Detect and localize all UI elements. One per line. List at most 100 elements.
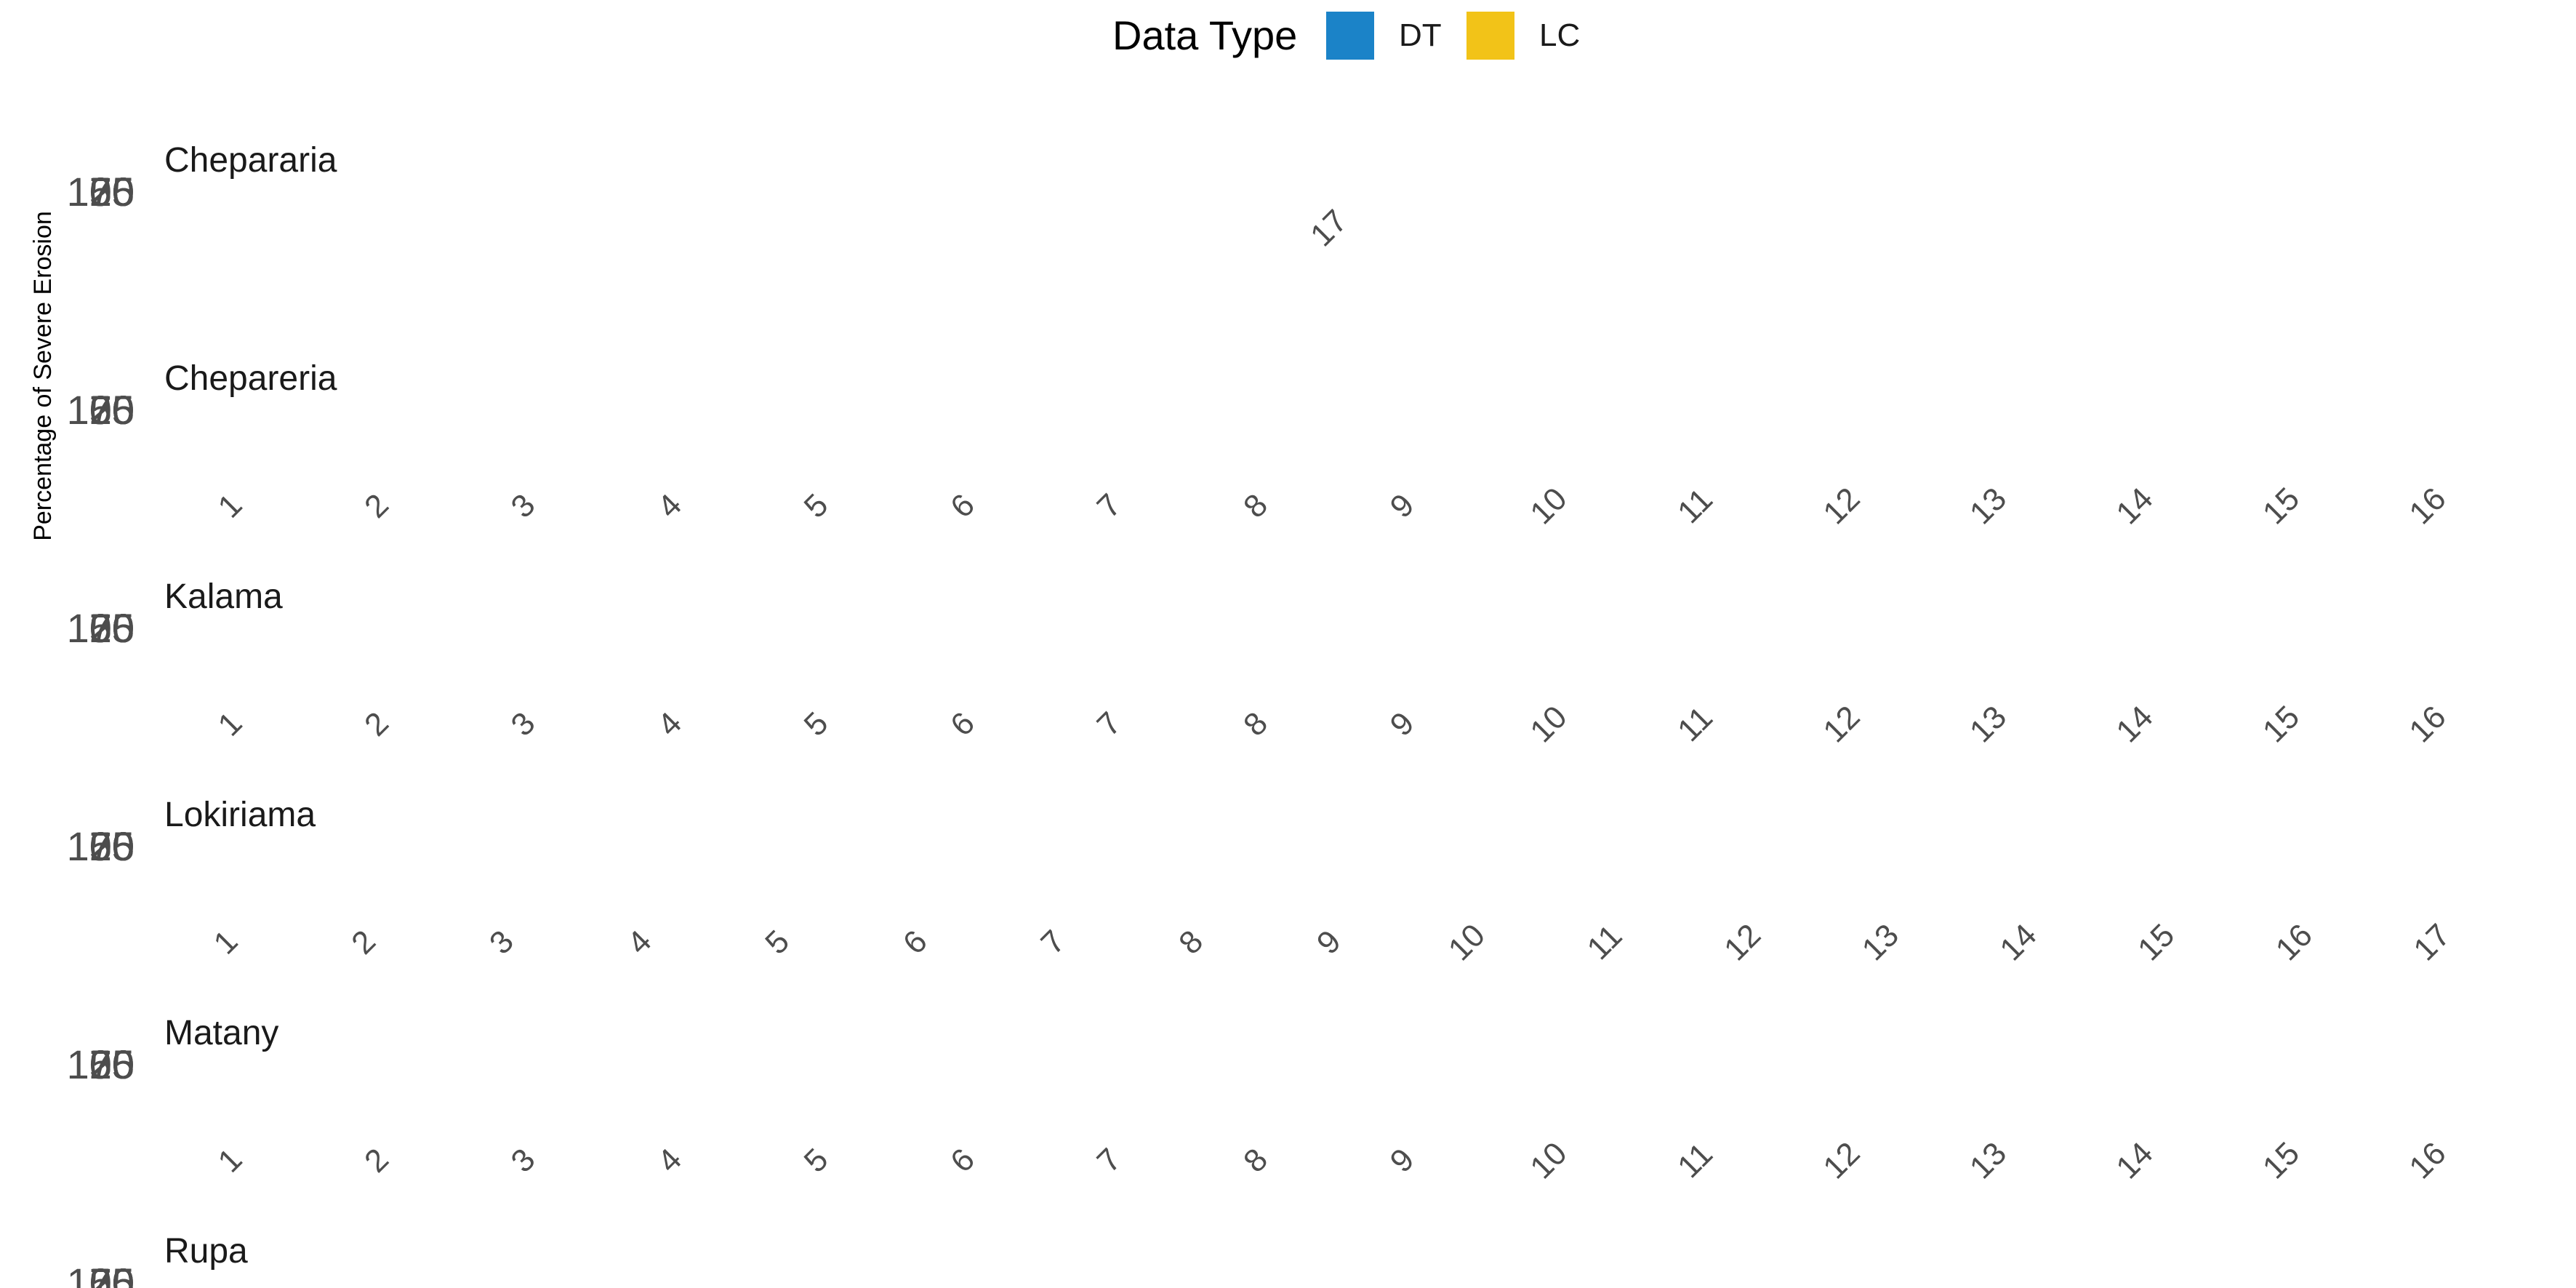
y-tick-label: 100 [67, 823, 135, 869]
x-tick-label: 13 [1963, 481, 2013, 531]
legend-title: Data Type [1112, 12, 1297, 58]
x-tick-label: 13 [1963, 699, 2013, 749]
x-tick-label: 5 [758, 924, 796, 961]
y-tick-label: 25 [89, 169, 135, 215]
x-tick-label: 3 [505, 487, 542, 525]
y-tick-label: 100 [67, 387, 135, 433]
y-tick-label: 75 [89, 1260, 135, 1288]
facet-strip-label: Kalama [164, 577, 283, 616]
y-tick-label: 50 [89, 1260, 135, 1288]
x-tick-label: 4 [651, 487, 689, 525]
y-tick-label: 0 [112, 169, 135, 215]
x-tick-label: 8 [1237, 487, 1275, 525]
y-tick-label: 75 [89, 823, 135, 869]
x-tick-label: 14 [2109, 481, 2159, 531]
x-tick-label: 15 [2131, 917, 2181, 967]
x-tick-label: 10 [1523, 699, 1573, 749]
x-tick-label: 16 [2402, 699, 2452, 749]
x-tick-label: 5 [798, 487, 835, 525]
x-tick-label: 6 [944, 705, 982, 743]
x-tick-label: 10 [1523, 1135, 1573, 1185]
facet-strip-label: Matany [164, 1014, 278, 1052]
x-tick-label: 16 [2402, 481, 2452, 531]
x-tick-label: 8 [1237, 1142, 1275, 1180]
x-tick-label: 14 [1993, 917, 2043, 967]
x-tick-label: 9 [1310, 924, 1348, 961]
y-tick-label: 100 [67, 1260, 135, 1288]
x-tick-label: 13 [1855, 917, 1906, 967]
y-tick-label: 50 [89, 169, 135, 215]
x-tick-label: 5 [798, 1142, 835, 1180]
x-tick-label: 4 [621, 924, 659, 961]
x-tick-label: 9 [1384, 705, 1421, 743]
x-tick-label: 15 [2256, 699, 2306, 749]
x-tick-label: 7 [1091, 1142, 1128, 1180]
x-tick-label: 11 [1671, 1136, 1720, 1185]
x-tick-label: 4 [651, 1142, 689, 1180]
x-tick-label: 7 [1091, 705, 1128, 743]
x-tick-label: 8 [1237, 705, 1275, 743]
y-tick-label: 0 [112, 823, 135, 869]
x-tick-label: 16 [2402, 1135, 2452, 1185]
x-tick-label: 16 [2269, 917, 2319, 967]
x-tick-label: 2 [358, 487, 396, 525]
y-tick-label: 75 [89, 169, 135, 215]
x-tick-label: 11 [1671, 700, 1720, 748]
x-tick-label: 14 [2109, 1135, 2159, 1185]
x-tick-label: 4 [651, 705, 689, 743]
y-tick-label: 0 [112, 1041, 135, 1087]
x-tick-label: 17 [1304, 203, 1354, 253]
x-tick-label: 5 [798, 705, 835, 743]
x-tick-label: 12 [1816, 1135, 1866, 1185]
y-axis-title: Percentage of Severe Erosion [29, 211, 57, 541]
facet-strip-label: Chepararia [164, 141, 337, 180]
y-tick-label: 100 [67, 169, 135, 215]
y-tick-label: 50 [89, 823, 135, 869]
facet-strip-label: Chepareria [164, 359, 337, 398]
x-tick-label: 2 [358, 1142, 396, 1180]
y-tick-label: 25 [89, 1260, 135, 1288]
legend-label-dt: DT [1399, 17, 1442, 53]
y-tick-label: 50 [89, 605, 135, 651]
y-tick-label: 25 [89, 1041, 135, 1087]
facet-strip-label: Rupa [164, 1232, 248, 1271]
x-tick-label: 9 [1384, 487, 1421, 525]
y-tick-label: 100 [67, 1041, 135, 1087]
y-tick-label: 25 [89, 823, 135, 869]
x-tick-label: 12 [1816, 481, 1866, 531]
y-tick-label: 25 [89, 605, 135, 651]
y-tick-label: 50 [89, 1041, 135, 1087]
x-tick-label: 6 [896, 924, 934, 961]
legend-swatch-dt [1326, 12, 1374, 60]
x-tick-label: 8 [1172, 924, 1210, 961]
x-tick-label: 11 [1671, 481, 1720, 530]
y-tick-label: 0 [112, 1260, 135, 1288]
y-tick-label: 75 [89, 1041, 135, 1087]
y-tick-label: 0 [112, 605, 135, 651]
x-tick-label: 1 [212, 487, 249, 525]
x-tick-label: 15 [2256, 481, 2306, 531]
x-tick-label: 13 [1963, 1135, 2013, 1185]
legend-swatch-lc [1466, 12, 1514, 60]
x-tick-label: 7 [1091, 487, 1128, 525]
legend-label-lc: LC [1539, 17, 1580, 53]
y-tick-label: 0 [112, 387, 135, 433]
y-tick-label: 100 [67, 605, 135, 651]
x-tick-label: 2 [358, 705, 396, 743]
x-tick-label: 10 [1523, 481, 1573, 531]
y-tick-label: 75 [89, 605, 135, 651]
x-tick-label: 6 [944, 487, 982, 525]
x-tick-label: 11 [1581, 918, 1629, 967]
x-tick-label: 17 [2407, 917, 2457, 967]
x-tick-label: 3 [505, 1142, 542, 1180]
x-tick-label: 6 [944, 1142, 982, 1180]
legend: Data Type DT LC [1112, 12, 1580, 60]
x-tick-label: 3 [505, 705, 542, 743]
x-tick-label: 14 [2109, 699, 2159, 749]
